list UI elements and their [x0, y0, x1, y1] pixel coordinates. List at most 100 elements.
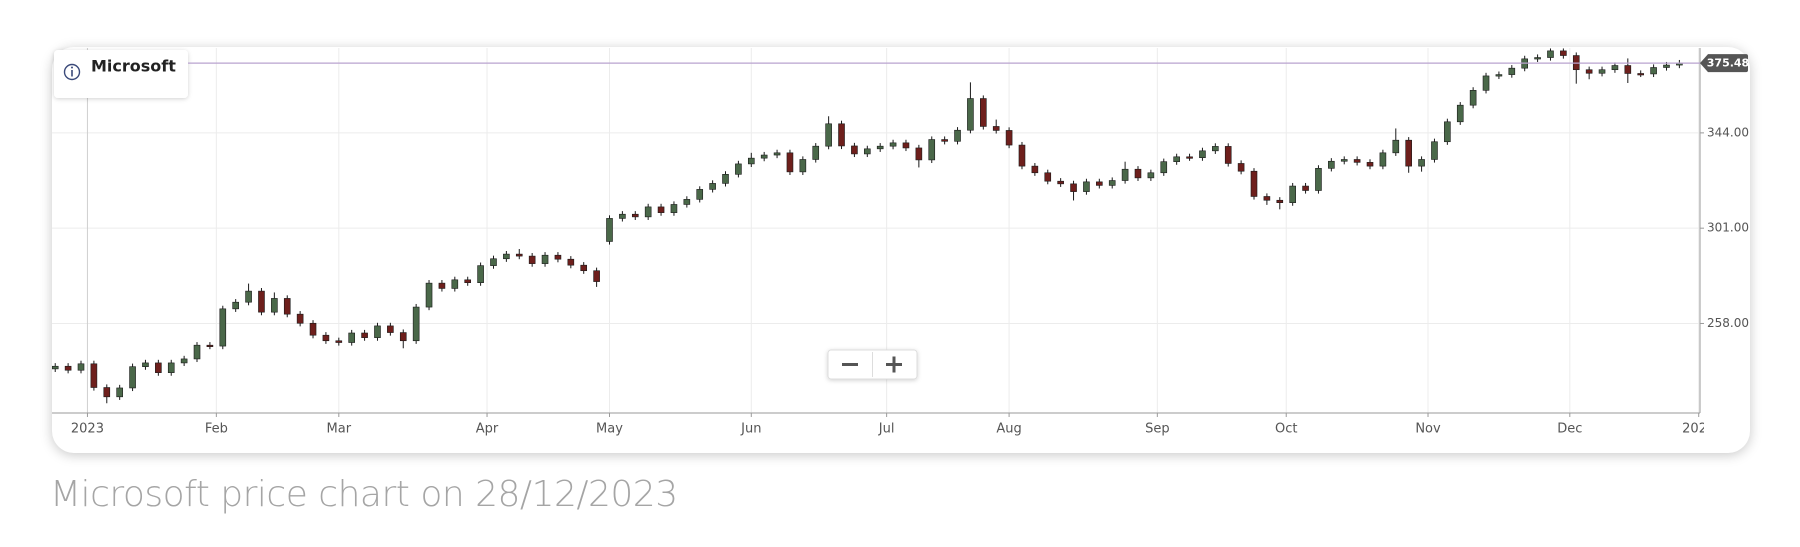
candle-body	[438, 282, 446, 289]
candle-body	[812, 145, 820, 160]
candle-body	[129, 366, 136, 389]
candle-body	[1289, 185, 1296, 203]
candle-body	[1418, 159, 1425, 167]
legend-box	[54, 50, 188, 98]
candle-body	[799, 159, 807, 173]
candle-body	[902, 142, 910, 149]
candle-body	[1650, 67, 1657, 75]
candle-body	[1199, 150, 1206, 158]
zoom-controls	[827, 349, 918, 380]
candle-body	[399, 332, 407, 342]
candle-body	[735, 163, 742, 175]
candle-body	[206, 344, 214, 347]
y-tick-label: 344.00	[1707, 125, 1749, 139]
candle-body	[1250, 170, 1258, 197]
candle-body	[838, 123, 845, 147]
candle-body	[296, 313, 304, 324]
candle-body	[1315, 168, 1322, 191]
candle-body	[709, 183, 716, 190]
candle-body	[773, 152, 781, 156]
candle-body	[1547, 50, 1554, 58]
candle-body	[1018, 144, 1026, 167]
info-icon[interactable]	[63, 63, 81, 81]
candle-body	[374, 325, 381, 338]
x-tick-label: Mar	[327, 422, 352, 437]
candle-body	[1173, 156, 1180, 162]
x-tick-label: May	[596, 422, 623, 437]
candle-body	[980, 98, 987, 127]
current-price: 375.48	[188, 54, 1749, 73]
x-tick-label: Oct	[1275, 422, 1297, 437]
candle-body	[1663, 64, 1670, 68]
candle-body	[1366, 162, 1374, 167]
candle-body	[490, 258, 497, 266]
candle-body	[309, 322, 317, 336]
candle-body	[863, 148, 871, 155]
x-tick-label: Aug	[996, 422, 1021, 437]
candle-body	[851, 145, 858, 155]
candle-body	[1224, 146, 1232, 164]
candle-body	[1431, 141, 1438, 160]
y-tick-label: 301.00	[1707, 221, 1749, 235]
candle-body	[1160, 161, 1168, 174]
zoom-in-button[interactable]	[886, 356, 902, 373]
candle-body	[593, 270, 600, 282]
candle-body	[90, 363, 98, 388]
candle-body	[219, 308, 227, 347]
candle-body	[271, 298, 278, 313]
candle-body	[889, 142, 897, 147]
candle-body	[992, 126, 1000, 131]
candle-body	[52, 365, 59, 370]
candle-body	[967, 98, 974, 131]
info-icon-dot	[71, 66, 73, 69]
candle-body	[1637, 73, 1645, 76]
candle-body	[567, 258, 575, 266]
candle-body	[1495, 74, 1503, 77]
candle-body	[1585, 69, 1593, 74]
candle-body	[64, 365, 72, 371]
candle-body	[1070, 183, 1077, 192]
candle-body	[670, 204, 678, 213]
candle-body	[528, 255, 536, 264]
candle-body	[515, 253, 523, 257]
caption: Microsoft price chart on 28/12/2023	[50, 474, 678, 515]
candle-body	[1328, 160, 1335, 169]
candle-body	[116, 387, 123, 398]
candle-body	[1379, 152, 1387, 167]
candle-body	[541, 254, 549, 264]
candle-body	[1096, 181, 1103, 186]
candle-body	[657, 206, 665, 213]
candle-body	[696, 189, 704, 200]
candle-body	[1186, 156, 1193, 159]
candle-body	[451, 279, 459, 289]
candle-body	[915, 147, 923, 161]
legend: Microsoft	[54, 50, 188, 98]
candle-body	[245, 290, 252, 303]
candle-body	[722, 174, 729, 184]
candle-body	[580, 264, 588, 272]
candle-body	[825, 123, 832, 147]
candle-body	[103, 387, 111, 398]
candle-body	[283, 298, 291, 315]
x-tick-label: Apr	[476, 422, 499, 437]
candle-body	[1611, 65, 1619, 71]
x-tick-label: Feb	[205, 422, 228, 437]
candle-body	[1057, 180, 1064, 185]
candle-body	[760, 154, 768, 159]
x-tick-label: Nov	[1415, 422, 1441, 437]
candle-body	[1624, 65, 1632, 74]
x-axis-labels: 2023 Feb Mar Apr May Jun Jul Aug Sep Oct Nov Dec 202…	[71, 422, 1704, 437]
candle-body	[167, 362, 175, 373]
current-price-label: 375.48	[1707, 57, 1749, 70]
candle-body	[1263, 196, 1271, 201]
candle-body	[1031, 165, 1039, 174]
candle-body	[747, 157, 755, 165]
candle-body	[1340, 159, 1348, 162]
candle-body	[193, 344, 201, 360]
candle-body	[1560, 50, 1567, 56]
candle-body	[77, 363, 85, 371]
candle-body	[1108, 180, 1116, 186]
candle-body	[322, 334, 330, 342]
candle-body	[142, 362, 149, 367]
candle-body	[619, 213, 626, 219]
